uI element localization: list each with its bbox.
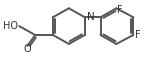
Text: F: F: [135, 30, 141, 40]
Text: F: F: [117, 5, 123, 15]
Text: HO: HO: [3, 21, 18, 31]
Text: N: N: [87, 12, 94, 22]
Text: O: O: [23, 44, 31, 54]
